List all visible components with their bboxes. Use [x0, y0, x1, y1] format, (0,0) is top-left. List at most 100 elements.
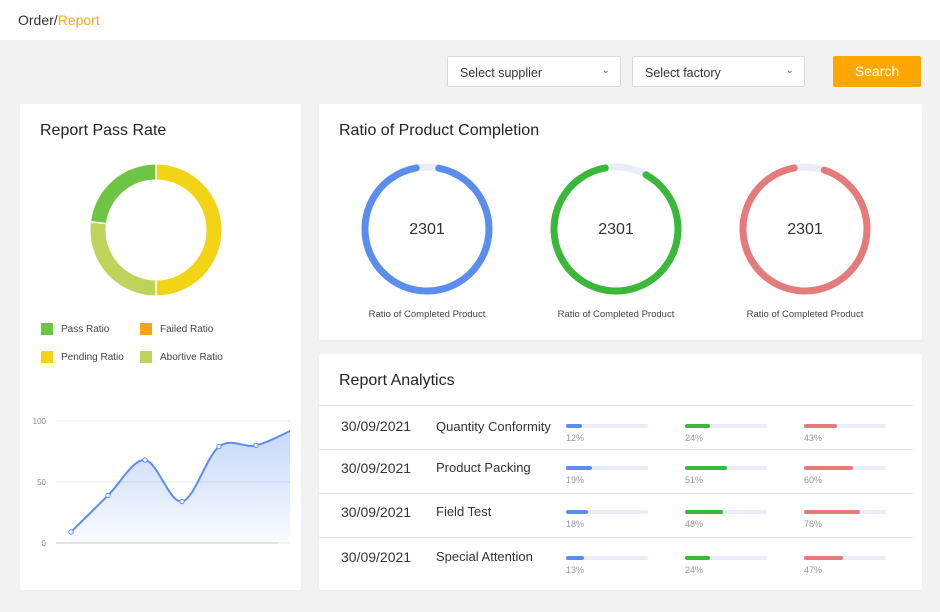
- progress-bar: [566, 556, 648, 560]
- progress-fill: [804, 466, 854, 470]
- row-date: 30/09/2021: [341, 418, 412, 434]
- y-tick-label: 50: [37, 478, 46, 487]
- legend-swatch-failed: [140, 323, 152, 335]
- progress-fill: [685, 424, 710, 428]
- data-point: [216, 443, 222, 450]
- chevron-down-icon: ⌄: [785, 65, 794, 76]
- progress-bar: [685, 510, 767, 514]
- ring-caption: Ratio of Completed Product: [746, 309, 864, 320]
- donut-slice-pass-ratio: [91, 164, 157, 224]
- data-point: [68, 529, 74, 535]
- progress-bar: [566, 466, 648, 470]
- y-tick-label: 0: [42, 539, 47, 548]
- completion-rings: [361, 163, 871, 295]
- table-row[interactable]: 30/09/2021 Product Packing: [319, 449, 921, 493]
- progress-fill: [804, 556, 843, 560]
- analytics-card: Report Analytics 30/09/2021 Quantity Con…: [319, 354, 922, 590]
- progress-percent: 43%: [804, 433, 823, 443]
- progress-percent: 24%: [685, 565, 704, 575]
- row-date: 30/09/2021: [341, 549, 412, 565]
- row-divider: [319, 449, 913, 450]
- completion-card: Ratio of Product Completion 2301 2301 23…: [319, 104, 922, 340]
- progress-percent: 47%: [804, 565, 823, 575]
- row-divider: [319, 537, 913, 538]
- breadcrumb-current: Report: [57, 12, 100, 28]
- ring-caption: Ratio of Completed Product: [557, 309, 675, 320]
- progress-fill: [685, 466, 727, 470]
- progress-percent: 18%: [566, 519, 585, 529]
- progress-bar: [804, 556, 886, 560]
- data-point: [253, 442, 259, 449]
- ring-value: 2301: [409, 221, 445, 238]
- top-bar: Order/Report: [0, 0, 940, 40]
- pass-rate-title: Report Pass Rate: [40, 122, 167, 139]
- progress-fill: [685, 510, 723, 514]
- legend-label-pending: Pending Ratio: [61, 352, 124, 363]
- progress-percent: 76%: [804, 519, 823, 529]
- progress-fill: [685, 556, 710, 560]
- data-point: [105, 492, 111, 499]
- breadcrumb-separator: /: [53, 12, 58, 28]
- row-name: Field Test: [436, 504, 492, 519]
- progress-percent: 12%: [566, 433, 585, 443]
- ring-progress: [550, 164, 682, 295]
- breadcrumb: Order/Report: [18, 12, 100, 28]
- donut-slice-separator: [89, 220, 107, 225]
- progress-bar: [804, 424, 886, 428]
- row-divider: [319, 405, 913, 406]
- pass-rate-donut-chart: [89, 163, 222, 297]
- progress-percent: 24%: [685, 433, 704, 443]
- y-tick-label: 100: [33, 417, 47, 426]
- progress-percent: 13%: [566, 565, 585, 575]
- breadcrumb-parent[interactable]: Order: [18, 12, 54, 28]
- progress-bar: [804, 510, 886, 514]
- progress-fill: [566, 510, 589, 514]
- chevron-down-icon: ⌄: [601, 65, 610, 76]
- donut-slice-abortive-ratio: [90, 221, 157, 296]
- ring-progress: [361, 164, 493, 295]
- progress-percent: 48%: [685, 519, 704, 529]
- table-row[interactable]: 30/09/2021 Field Test: [319, 493, 921, 537]
- row-divider: [319, 493, 913, 494]
- ring-value: 2301: [598, 221, 634, 238]
- legend-swatch-pass: [41, 323, 53, 335]
- progress-percent: 19%: [566, 475, 585, 485]
- progress-percent: 60%: [804, 475, 823, 485]
- analytics-title: Report Analytics: [339, 372, 455, 389]
- factory-select[interactable]: Select factory ⌄: [632, 56, 805, 87]
- progress-bar: [685, 466, 767, 470]
- table-row[interactable]: 30/09/2021 Quantity Conformity: [319, 405, 921, 449]
- table-row[interactable]: 30/09/2021 Special Attention: [319, 537, 921, 581]
- legend-label-failed: Failed Ratio: [160, 324, 214, 335]
- progress-percent: 51%: [685, 475, 704, 485]
- progress-bar: [685, 424, 767, 428]
- progress-fill: [566, 424, 583, 428]
- area-fill: [71, 430, 290, 543]
- data-point: [179, 498, 185, 505]
- legend-swatch-abortive: [140, 351, 152, 363]
- search-button[interactable]: Search: [833, 56, 921, 87]
- supplier-select[interactable]: Select supplier ⌄: [447, 56, 621, 87]
- factory-select-placeholder: Select factory: [645, 66, 721, 80]
- supplier-select-placeholder: Select supplier: [460, 66, 542, 80]
- row-name: Special Attention: [436, 549, 533, 564]
- progress-fill: [804, 510, 860, 514]
- legend-swatch-pending: [41, 351, 53, 363]
- ring-progress: [739, 164, 871, 295]
- row-date: 30/09/2021: [341, 460, 412, 476]
- legend-label-abortive: Abortive Ratio: [160, 352, 223, 363]
- donut-slice-pending-ratio: [155, 164, 222, 296]
- progress-fill: [804, 424, 837, 428]
- ring-caption: Ratio of Completed Product: [368, 309, 486, 320]
- ring-value: 2301: [787, 221, 823, 238]
- progress-bar: [566, 510, 648, 514]
- pass-rate-card: Report Pass Rate Pass Ratio Failed Ratio…: [20, 104, 301, 590]
- progress-bar: [566, 424, 648, 428]
- row-name: Product Packing: [436, 460, 531, 475]
- trend-area-chart: 0 50 100: [33, 417, 290, 548]
- row-date: 30/09/2021: [341, 504, 412, 520]
- row-name: Quantity Conformity: [436, 419, 551, 434]
- data-point: [142, 457, 148, 463]
- progress-fill: [566, 466, 593, 470]
- completion-title: Ratio of Product Completion: [339, 122, 540, 139]
